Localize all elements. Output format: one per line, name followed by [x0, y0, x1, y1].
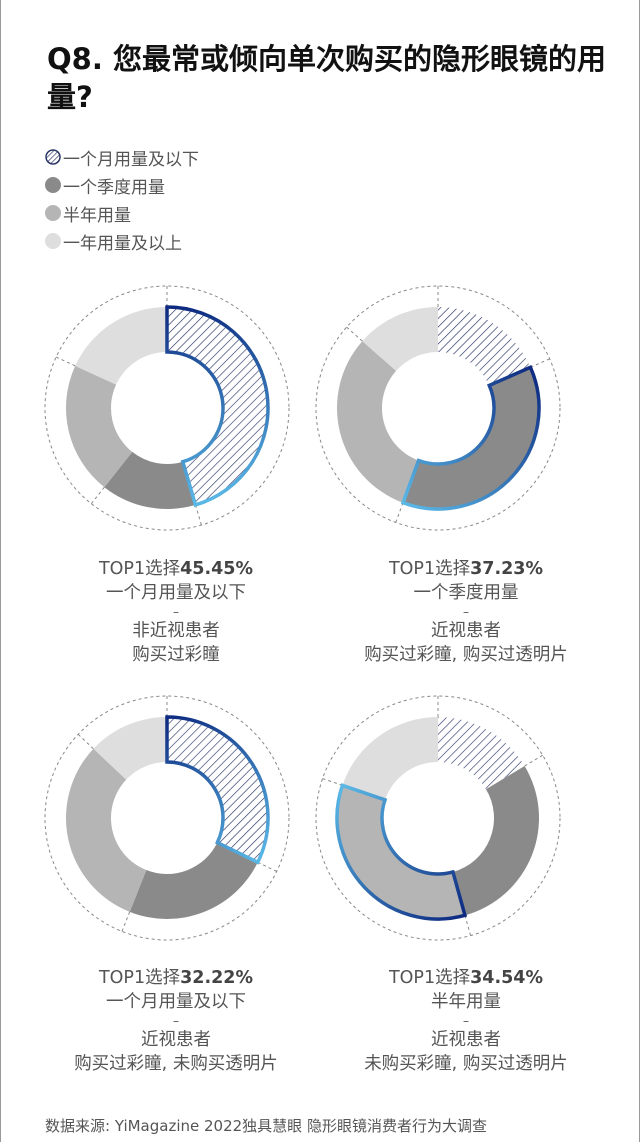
group: 近视患者	[431, 1030, 501, 1050]
hatch-swatch-icon	[45, 149, 61, 165]
donut-chart-2	[315, 285, 561, 531]
group: 近视患者	[141, 1030, 211, 1050]
condition: 未购买彩瞳, 购买过透明片	[364, 1054, 568, 1074]
top-category: 一个月用量及以下	[106, 583, 246, 603]
dark-gray-swatch-icon	[45, 177, 61, 193]
top-segment-highlight	[165, 305, 270, 508]
separator: –	[173, 605, 179, 619]
chart-3-caption: TOP1选择32.22% 一个月用量及以下 – 近视患者 购买过彩瞳, 未购买透…	[41, 966, 311, 1076]
segment-quarterly	[403, 367, 539, 509]
source-footer: 数据来源: YiMagazine 2022独具慧眼 隐形眼镜消费者行为大调查	[45, 1117, 487, 1135]
top-prefix: TOP1选择	[388, 559, 471, 579]
segment-year	[75, 306, 167, 385]
top-category: 一个季度用量	[413, 583, 519, 603]
chart-2-caption: TOP1选择37.23% 一个季度用量 – 近视患者 购买过彩瞳, 购买过透明片	[331, 557, 601, 667]
chart-1-caption: TOP1选择45.45% 一个月用量及以下 – 非近视患者 购买过彩瞳	[41, 557, 311, 667]
boundary-tick	[322, 778, 343, 786]
segment-half-year	[65, 748, 147, 912]
gray-swatch-icon	[45, 205, 61, 221]
top-value: 37.23%	[470, 559, 544, 579]
group: 非近视患者	[132, 621, 220, 641]
boundary-tick	[90, 486, 105, 505]
legend-label: 一个季度用量	[63, 177, 165, 198]
boundary-tick	[346, 326, 363, 342]
top-segment-highlight	[335, 783, 468, 921]
top-prefix: TOP1选择	[98, 559, 181, 579]
separator: –	[463, 605, 469, 619]
top-value: 34.54%	[470, 968, 544, 988]
segment-year	[342, 717, 438, 800]
segment-year	[362, 307, 438, 371]
boundary-tick	[121, 911, 131, 932]
segment-half-year	[336, 785, 465, 919]
segment-quarterly	[129, 842, 258, 919]
legend-item-quarterly: 一个季度用量	[45, 171, 199, 199]
top-prefix: TOP1选择	[388, 968, 471, 988]
legend-item-year: 一年用量及以上	[45, 227, 199, 255]
condition: 购买过彩瞳	[132, 645, 220, 665]
top-segment-highlight	[165, 715, 270, 865]
legend-label: 一年用量及以上	[63, 233, 182, 254]
legend-item-half-year: 半年用量	[45, 199, 199, 227]
chart-4-caption: TOP1选择34.54% 半年用量 – 近视患者 未购买彩瞳, 购买过透明片	[331, 966, 601, 1076]
segment-quarterly	[104, 451, 196, 509]
condition: 购买过彩瞳, 购买过透明片	[364, 645, 568, 665]
light-gray-swatch-icon	[45, 233, 61, 249]
top-value: 45.45%	[180, 559, 254, 579]
boundary-tick	[530, 358, 550, 368]
boundary-tick	[464, 915, 472, 936]
legend: 一个月用量及以下 一个季度用量 半年用量 一年用量及以上	[45, 143, 199, 255]
segment-monthly	[438, 307, 531, 386]
legend-item-monthly: 一个月用量及以下	[45, 143, 199, 171]
donut-chart-3	[44, 695, 290, 941]
segment-year	[93, 717, 167, 780]
boundary-tick	[77, 734, 94, 750]
boundary-tick	[395, 502, 404, 523]
group: 近视患者	[431, 621, 501, 641]
legend-label: 半年用量	[63, 205, 131, 226]
dashed-outer-ring	[315, 285, 561, 531]
separator: –	[173, 1014, 179, 1028]
donut-chart-4	[315, 695, 561, 941]
segment-monthly	[438, 717, 525, 790]
top-segment-highlight	[400, 364, 541, 511]
legend-label: 一个月用量及以下	[63, 149, 199, 170]
segment-half-year	[65, 365, 133, 488]
separator: –	[463, 1014, 469, 1028]
dashed-outer-ring	[44, 695, 290, 941]
top-category: 半年用量	[431, 992, 501, 1012]
dashed-outer-ring	[44, 285, 290, 531]
page-title: Q8. 您最常或倾向单次购买的隐形眼镜的用量?	[47, 42, 606, 114]
segment-half-year	[337, 341, 419, 503]
top-prefix: TOP1选择	[98, 968, 181, 988]
segment-quarterly	[452, 766, 539, 916]
boundary-tick	[195, 504, 202, 526]
donut-chart-1	[44, 285, 290, 531]
boundary-tick	[55, 356, 76, 367]
boundary-tick	[524, 754, 543, 767]
boundary-tick	[257, 861, 277, 872]
condition: 购买过彩瞳, 未购买透明片	[74, 1054, 278, 1074]
dashed-outer-ring	[315, 695, 561, 941]
top-category: 一个月用量及以下	[106, 992, 246, 1012]
top-value: 32.22%	[180, 968, 254, 988]
